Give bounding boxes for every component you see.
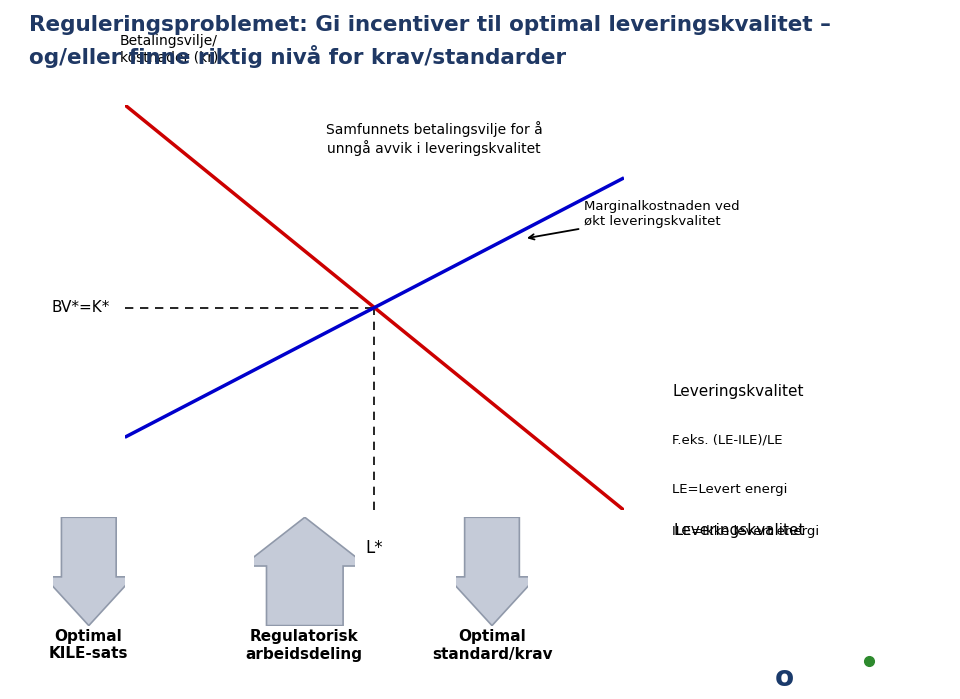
Polygon shape: [242, 517, 368, 626]
Text: Leveringskvalitet: Leveringskvalitet: [672, 384, 804, 399]
Text: BV*=K*: BV*=K*: [52, 300, 109, 315]
Text: F.eks. (LE-ILE)/LE: F.eks. (LE-ILE)/LE: [672, 434, 782, 447]
Text: Betalingsvilje/
kostnader (kr): Betalingsvilje/ kostnader (kr): [120, 34, 218, 64]
Text: Leveringskvalitet: Leveringskvalitet: [674, 523, 805, 538]
Text: Marginalkostnaden ved
økt leveringskvalitet: Marginalkostnaden ved økt leveringskvali…: [529, 201, 740, 240]
Text: Optimal
KILE-sats: Optimal KILE-sats: [49, 629, 128, 661]
Text: Reguleringsproblemet: Gi incentiver til optimal leveringskvalitet –: Reguleringsproblemet: Gi incentiver til …: [29, 15, 830, 36]
Text: o: o: [775, 663, 794, 692]
Polygon shape: [447, 517, 537, 626]
Text: og/eller finne riktig nivå for krav/standarder: og/eller finne riktig nivå for krav/stan…: [29, 45, 566, 69]
Text: Optimal
standard/krav: Optimal standard/krav: [432, 629, 553, 661]
Text: Samfunnets betalingsvilje for å
unngå avvik i leveringskvalitet: Samfunnets betalingsvilje for å unngå av…: [326, 121, 542, 156]
Text: LE=Levert energi: LE=Levert energi: [672, 483, 787, 496]
Polygon shape: [44, 517, 133, 626]
Text: L*: L*: [366, 539, 383, 556]
Text: Regulatorisk
arbeidsdeling: Regulatorisk arbeidsdeling: [246, 629, 363, 661]
Text: ILE=Ikke levert energi: ILE=Ikke levert energi: [672, 525, 819, 538]
